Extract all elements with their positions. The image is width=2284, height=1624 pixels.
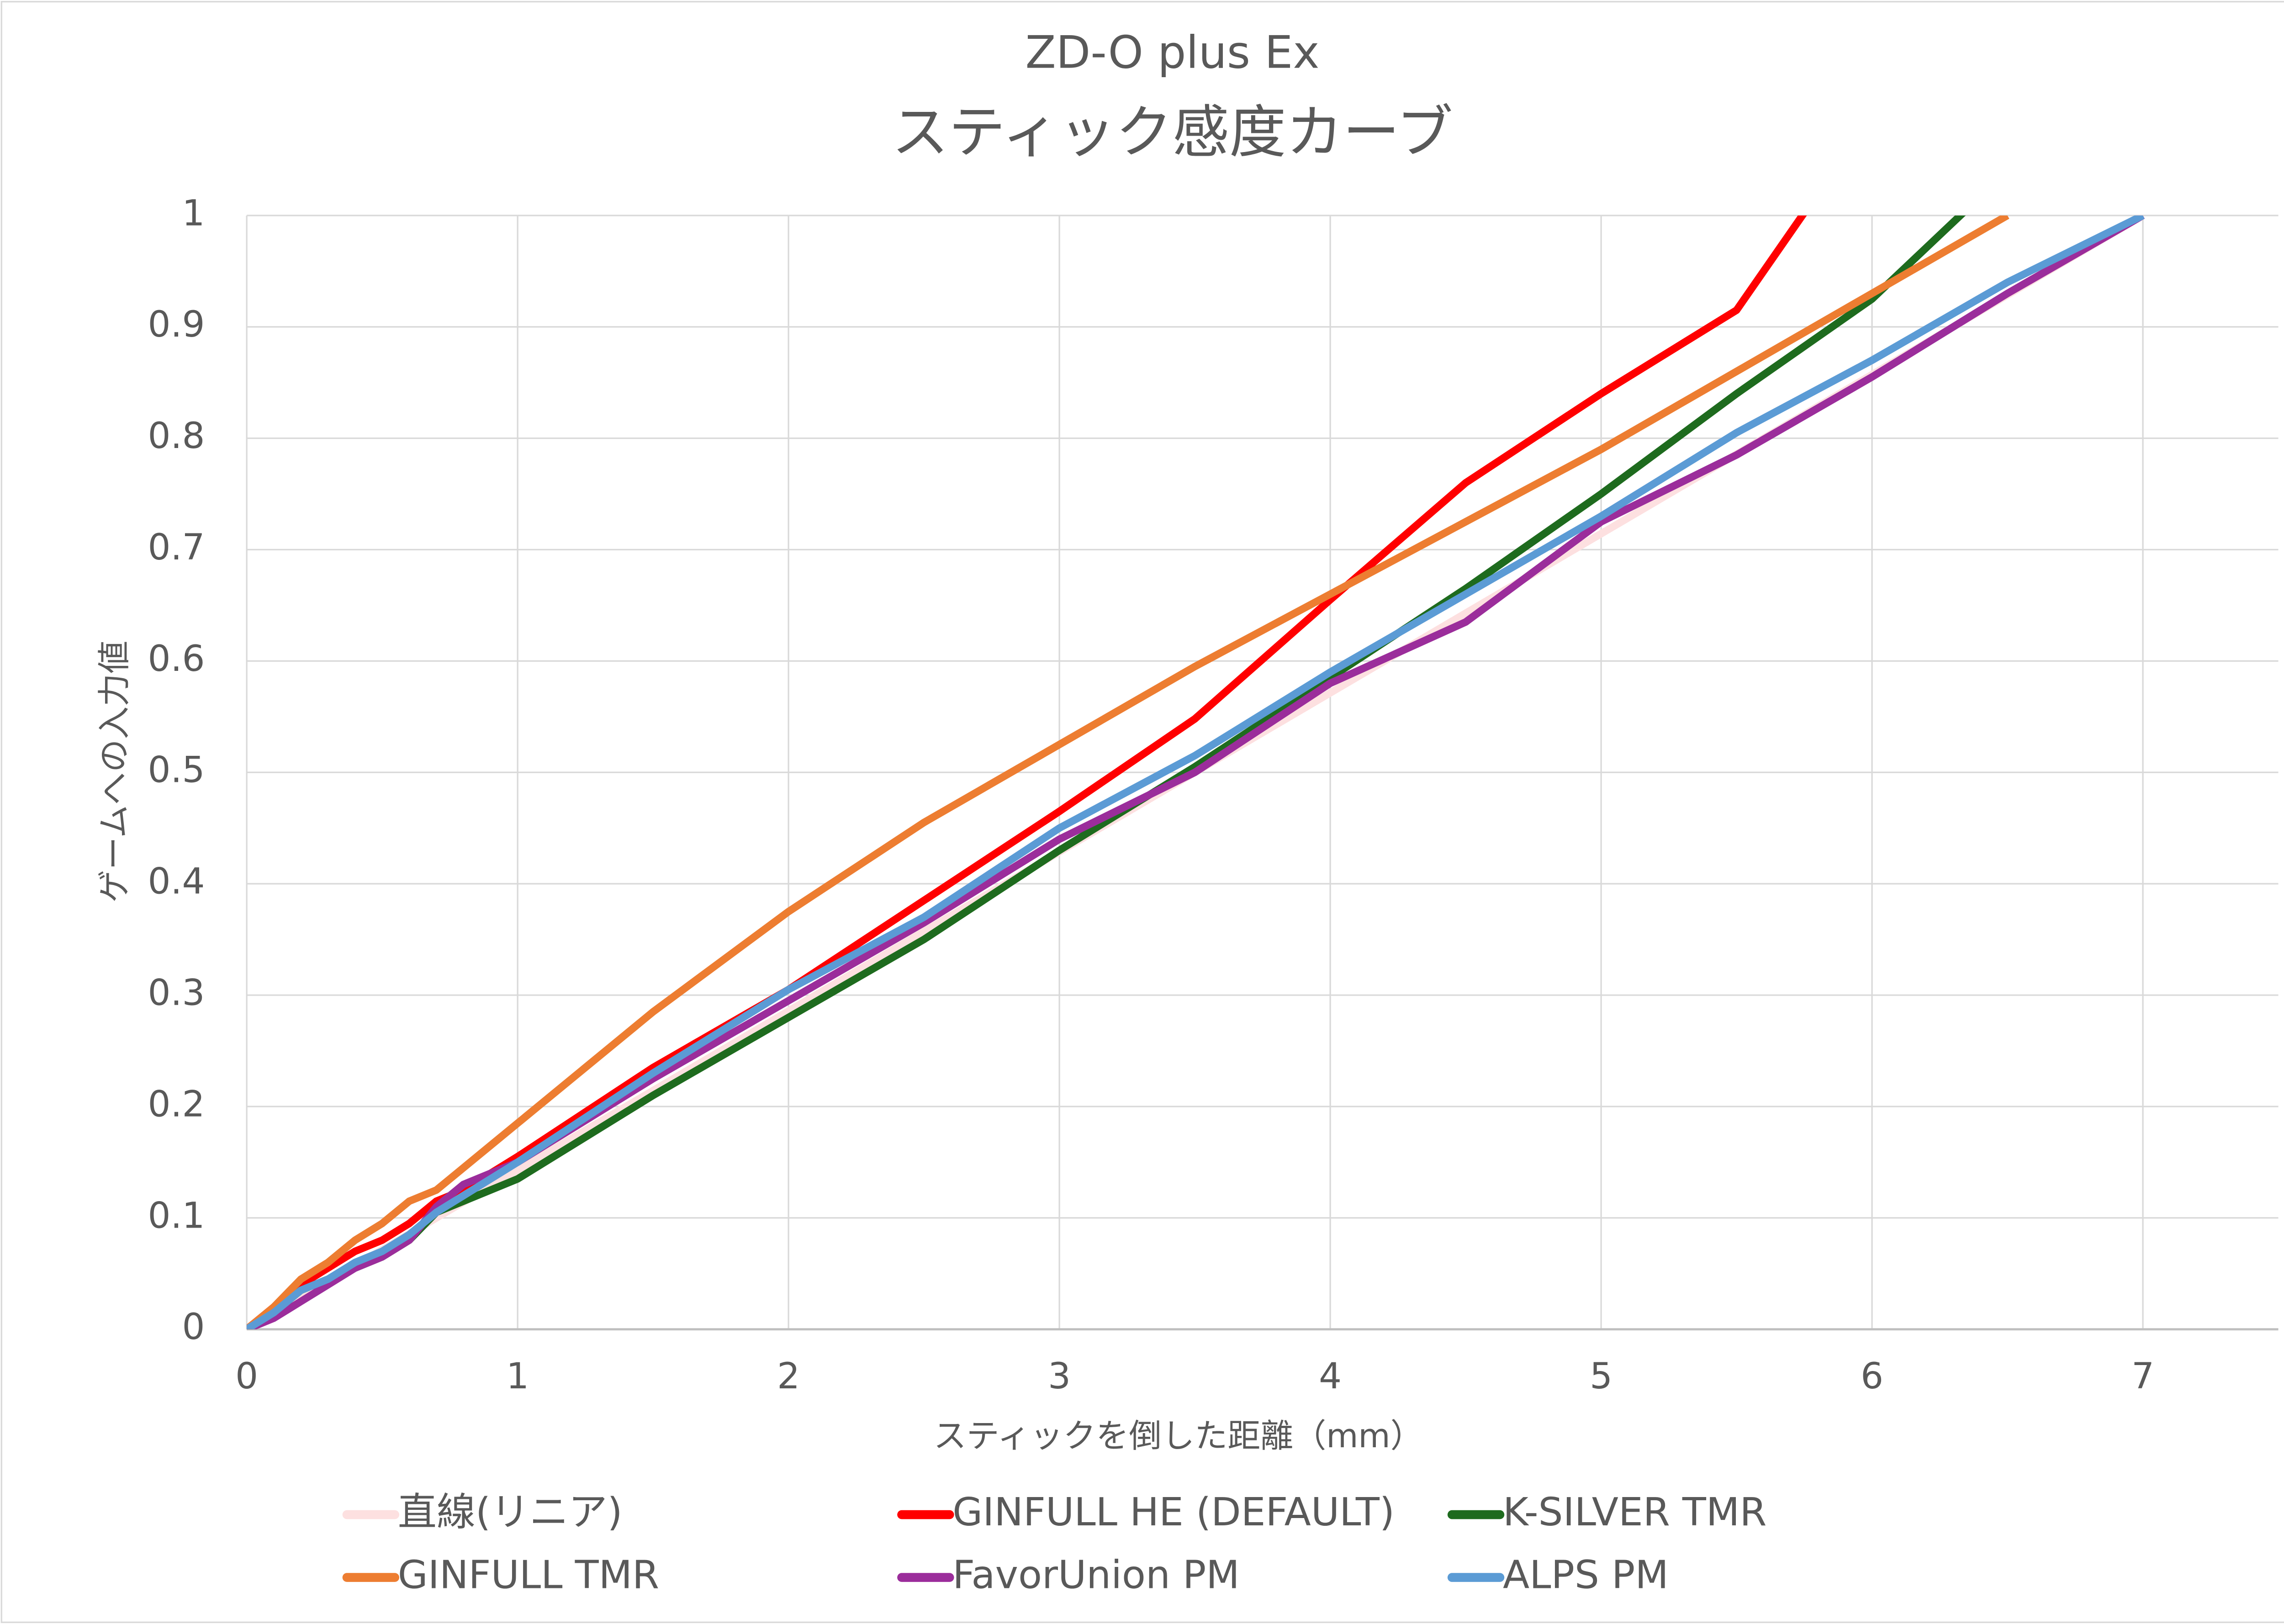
x-tick-label: 6 [1861,1355,1883,1397]
plot-area [247,215,2145,1329]
x-tick-label: 7 [2131,1355,2154,1397]
y-tick-label: 0.3 [148,972,205,1014]
chart-title: ZD-O plus Ex [1026,26,1320,79]
y-tick-label: 0.5 [148,749,205,791]
chart-subtitle: スティック感度カーブ [892,100,1453,166]
legend-label: K-SILVER TMR [1503,1490,1767,1535]
y-tick-label: 0.6 [148,638,205,680]
y-tick-label: 0.8 [148,415,205,457]
y-tick-label: 1 [182,192,205,234]
y-tick-label: 0.7 [148,526,205,568]
y-tick-label: 0 [182,1306,205,1348]
x-tick-label: 5 [1590,1355,1613,1397]
legend-label: 直線(リニア) [398,1490,623,1535]
y-tick-label: 0.1 [148,1194,205,1236]
y-tick-label: 0.9 [148,303,205,345]
series-line [247,215,2145,1329]
x-tick-label: 1 [506,1355,529,1397]
legend-label: FavorUnion PM [952,1553,1239,1598]
y-tick-label: 0.4 [148,860,205,902]
legend-label: GINFULL TMR [398,1553,659,1598]
y-tick-label: 0.2 [148,1083,205,1125]
y-axis-label: ゲームへの入力値 [95,641,133,903]
x-axis-label: スティックを倒した距離（mm） [934,1417,1423,1455]
x-tick-label: 3 [1048,1355,1071,1397]
x-tick-label: 2 [777,1355,800,1397]
legend-label: ALPS PM [1503,1553,1669,1598]
series-line [247,215,2145,1329]
x-tick-label: 0 [235,1355,258,1397]
legend-label: GINFULL HE (DEFAULT) [952,1490,1395,1535]
x-tick-label: 4 [1319,1355,1342,1397]
series-line [247,215,1807,1329]
series-line [247,215,2009,1329]
